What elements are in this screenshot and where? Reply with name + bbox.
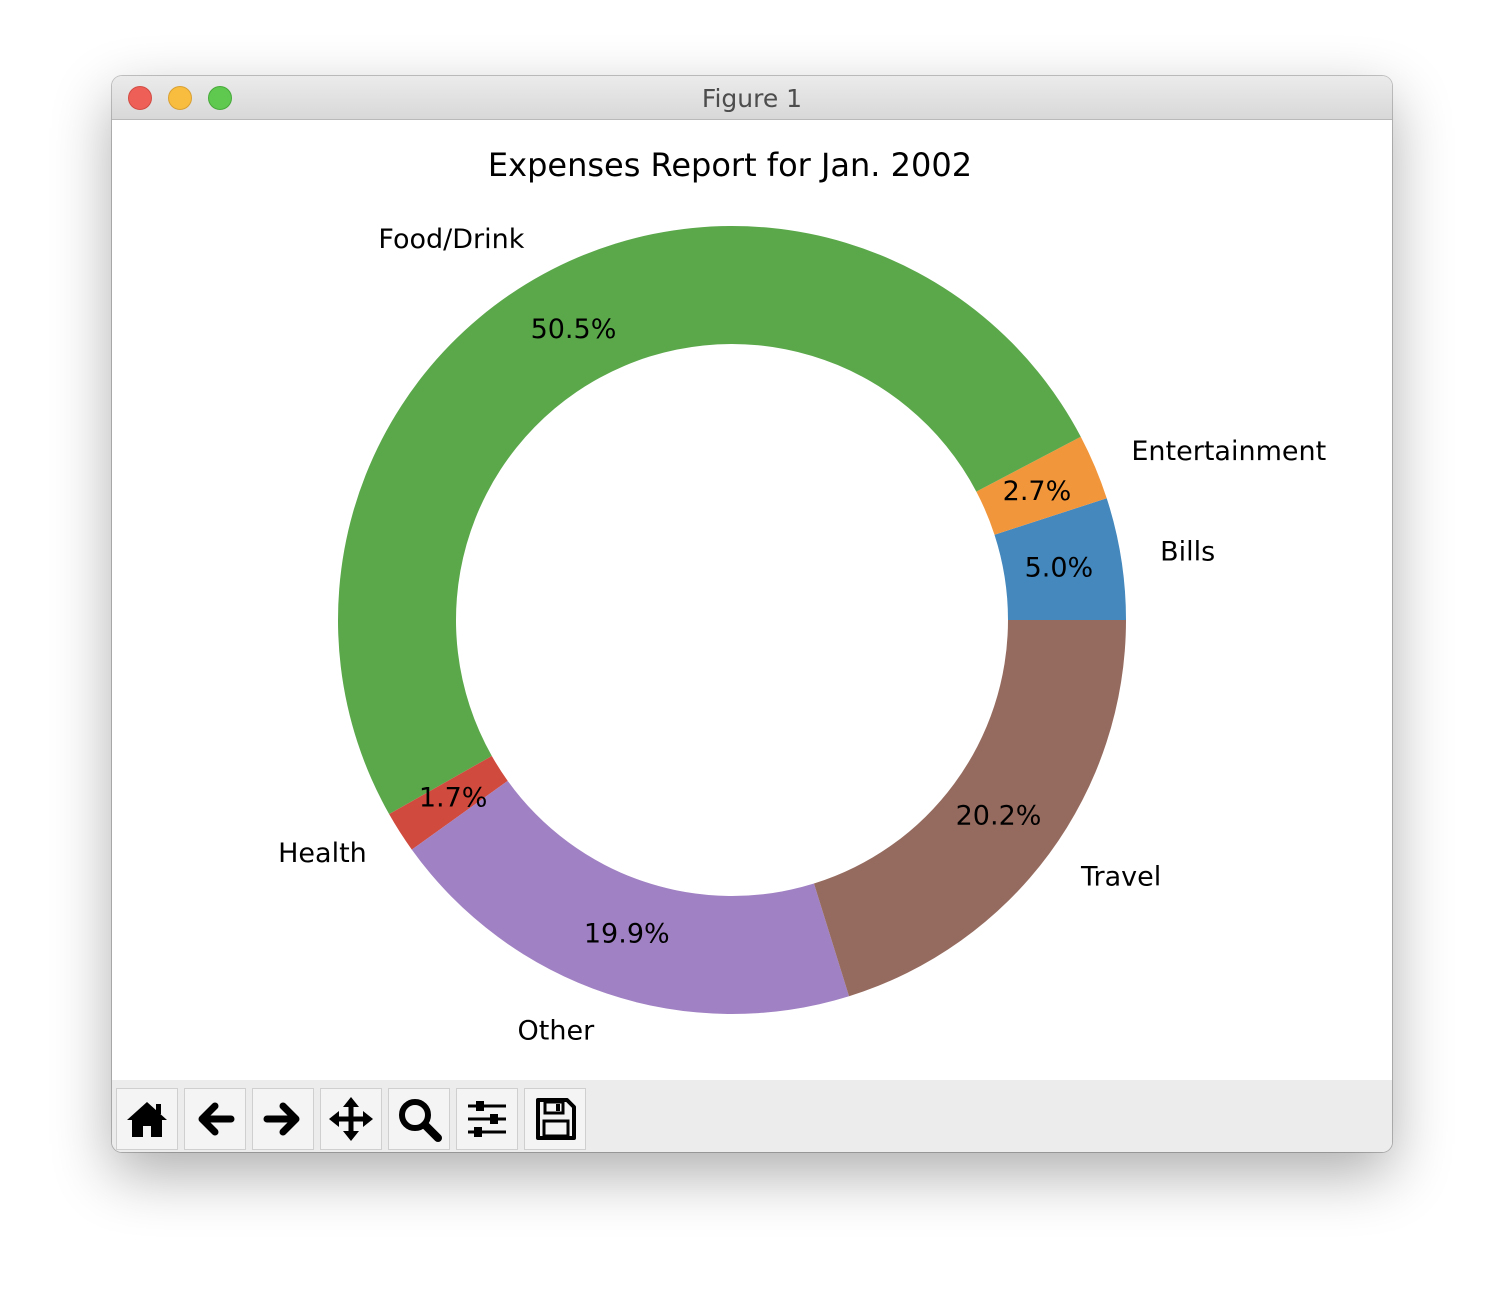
- pan-button[interactable]: [320, 1088, 382, 1150]
- maximize-window-button[interactable]: [208, 86, 232, 110]
- slice-group: [337, 225, 1126, 1014]
- move-icon: [329, 1097, 373, 1141]
- donut-chart: Expenses Report for Jan. 2002 5.0% Bills 2…: [278, 146, 1326, 1046]
- slice-percent-label: 19.9%: [584, 918, 670, 949]
- home-button[interactable]: [116, 1088, 178, 1150]
- slice-health: [389, 755, 508, 850]
- configure-subplots-button[interactable]: [456, 1088, 518, 1150]
- chart-title: Expenses Report for Jan. 2002: [488, 146, 972, 184]
- minimize-window-button[interactable]: [168, 86, 192, 110]
- slice-travel: [813, 620, 1126, 997]
- slice-category-label: Travel: [1080, 861, 1161, 892]
- navigation-toolbar: [112, 1080, 1392, 1152]
- slice-food-drink: [337, 225, 1081, 815]
- zoom-button[interactable]: [388, 1088, 450, 1150]
- slice-other: [411, 780, 850, 1014]
- slice-label-group: 5.0% Bills 2.7% Entertainment 50.5% Food/Drin…: [278, 224, 1326, 1046]
- back-button[interactable]: [184, 1088, 246, 1150]
- home-icon: [127, 1102, 167, 1137]
- figure-window: Figure 1 Expenses Report for Jan. 2002 5…: [112, 76, 1392, 1152]
- slice-category-label: Food/Drink: [378, 224, 524, 255]
- forward-button[interactable]: [252, 1088, 314, 1150]
- figure-canvas[interactable]: Expenses Report for Jan. 2002 5.0% Bills 2…: [112, 120, 1392, 1080]
- slice-bills: [994, 498, 1126, 620]
- sliders-icon: [468, 1101, 506, 1137]
- close-window-button[interactable]: [128, 86, 152, 110]
- save-button[interactable]: [524, 1088, 586, 1150]
- slice-category-label: Entertainment: [1131, 436, 1326, 467]
- slice-percent-label: 50.5%: [531, 314, 617, 345]
- slice-entertainment: [976, 436, 1107, 535]
- slice-percent-label: 1.7%: [419, 783, 488, 814]
- window-title: Figure 1: [701, 84, 803, 113]
- arrow-left-icon: [198, 1102, 235, 1136]
- slice-percent-label: 5.0%: [1025, 553, 1094, 584]
- slice-category-label: Other: [518, 1015, 596, 1046]
- magnifier-icon: [399, 1099, 442, 1142]
- slice-category-label: Health: [278, 838, 367, 869]
- title-bar: Figure 1: [112, 76, 1392, 120]
- arrow-right-icon: [263, 1102, 300, 1136]
- slice-percent-label: 20.2%: [956, 801, 1042, 832]
- floppy-disk-icon: [536, 1098, 576, 1140]
- slice-category-label: Bills: [1160, 537, 1215, 568]
- slice-percent-label: 2.7%: [1003, 476, 1072, 507]
